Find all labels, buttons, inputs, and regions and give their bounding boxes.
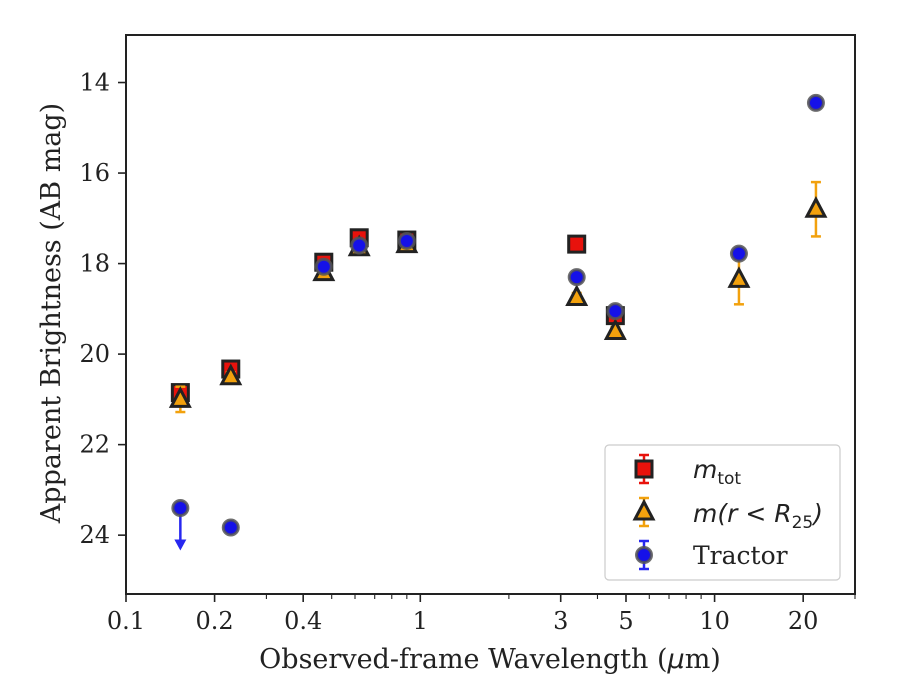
marker-mr25 bbox=[565, 284, 589, 307]
axis-ticks: 0.1 0.2 0.4 1 3 5 10 20 14 16 18 20 22 24 bbox=[79, 69, 856, 635]
marker-mtot bbox=[567, 234, 587, 254]
x-tick-label: 10 bbox=[699, 607, 730, 635]
legend-marker-tractor bbox=[635, 546, 653, 564]
marker-tractor bbox=[806, 93, 825, 112]
x-tick-label: 3 bbox=[553, 607, 568, 635]
legend-label-tractor: Tractor bbox=[693, 541, 788, 570]
marker-tractor bbox=[397, 231, 416, 250]
y-tick-label: 18 bbox=[79, 250, 110, 278]
marker-tractor bbox=[606, 302, 625, 321]
legend: mtot m(r < R25) Tractor bbox=[604, 444, 841, 581]
x-tick-label: 0.1 bbox=[107, 607, 145, 635]
legend-marker-mtot bbox=[634, 459, 654, 479]
marker-tractor bbox=[221, 518, 240, 537]
series-tractor bbox=[171, 93, 825, 551]
legend-box bbox=[604, 444, 841, 581]
y-tick-label: 14 bbox=[79, 69, 110, 97]
marker-mr25 bbox=[727, 266, 751, 288]
legend-label-mtot: mtot bbox=[693, 455, 741, 489]
marker-tractor bbox=[729, 244, 748, 263]
x-tick-label: 5 bbox=[618, 607, 633, 635]
legend-label-mr25: m(r < R25) bbox=[693, 499, 823, 533]
marker-mr25 bbox=[168, 386, 192, 408]
data-points bbox=[168, 93, 828, 551]
y-tick-label: 16 bbox=[79, 159, 110, 187]
legend-marker-mr25 bbox=[632, 498, 656, 521]
upper-limit-arrowhead bbox=[174, 539, 187, 551]
marker-mr25 bbox=[219, 363, 243, 386]
y-tick-label: 22 bbox=[79, 431, 110, 459]
x-tick-label: 0.2 bbox=[196, 607, 234, 635]
marker-tractor bbox=[350, 236, 369, 255]
plot-frame bbox=[125, 34, 856, 595]
marker-mr25 bbox=[603, 318, 627, 340]
x-tick-label: 1 bbox=[413, 607, 428, 635]
x-axis-title-mu: μ bbox=[667, 644, 685, 675]
marker-tractor bbox=[171, 499, 190, 517]
x-tick-label: 20 bbox=[788, 607, 819, 635]
marker-mr25 bbox=[804, 196, 828, 218]
y-axis-title: Apparent Brightness (AB mag) bbox=[36, 103, 67, 524]
marker-tractor bbox=[567, 268, 586, 287]
y-tick-label: 24 bbox=[79, 521, 110, 549]
legend-markers bbox=[632, 453, 656, 571]
x-tick-label: 0.4 bbox=[284, 607, 322, 635]
y-tick-label: 20 bbox=[79, 340, 110, 368]
x-axis-title: Observed-frame Wavelength (μm) bbox=[259, 644, 721, 675]
marker-tractor bbox=[314, 257, 333, 276]
